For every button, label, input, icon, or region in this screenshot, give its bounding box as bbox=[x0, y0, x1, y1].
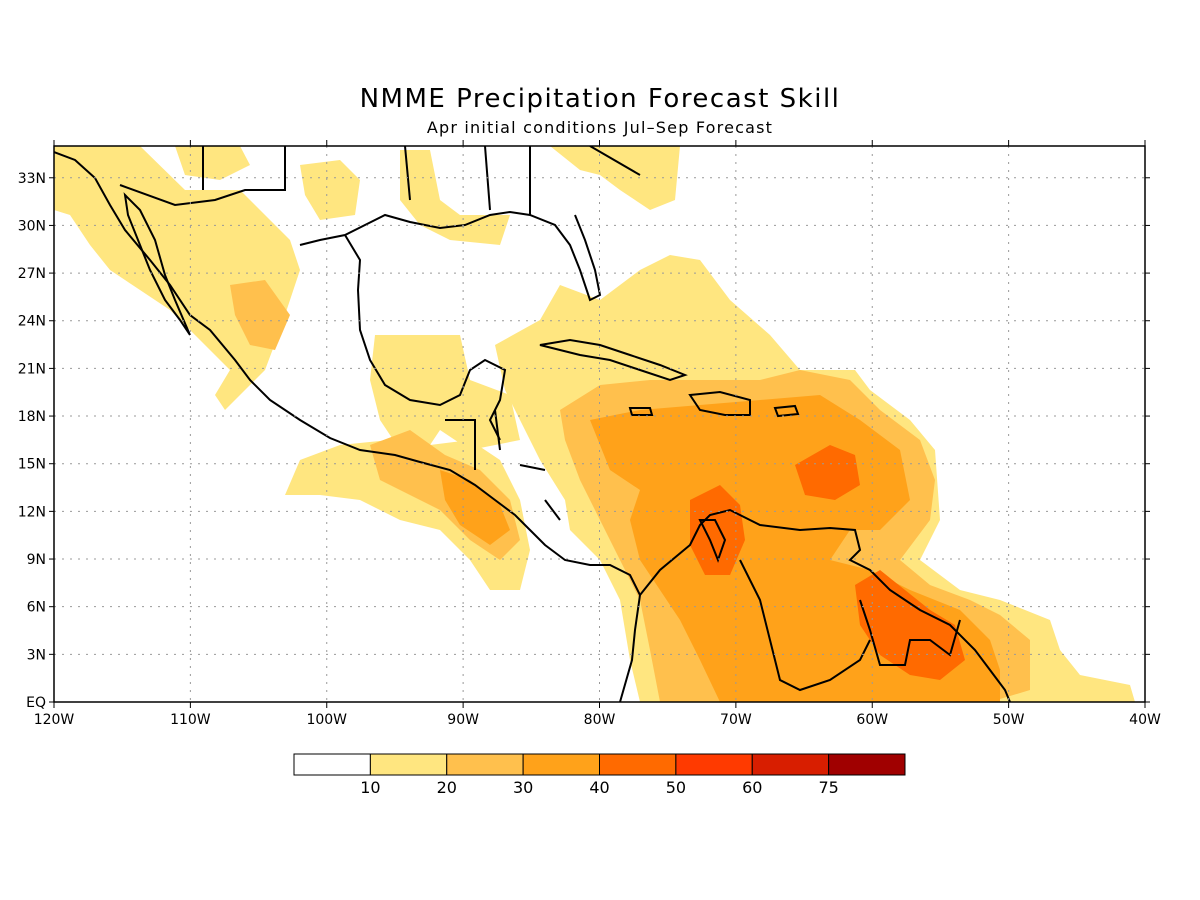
colorbar-label: 75 bbox=[818, 778, 838, 797]
lon-tick-label: 70W bbox=[720, 712, 752, 728]
skill-shading bbox=[54, 146, 1135, 702]
lon-tick-label: 110W bbox=[170, 712, 211, 728]
skill-region-gulf-south bbox=[370, 335, 520, 460]
colorbar-label: 30 bbox=[513, 778, 533, 797]
hispaniola bbox=[688, 390, 751, 416]
colorbar-label: 50 bbox=[666, 778, 686, 797]
gulf-coast bbox=[299, 210, 602, 302]
skill-region-guianas bbox=[855, 570, 965, 680]
skill-40-50-regions bbox=[690, 445, 965, 680]
lon-tick-label: 100W bbox=[306, 712, 347, 728]
colorbar-swatch bbox=[675, 753, 753, 776]
lat-tick-label: 21N bbox=[18, 361, 46, 377]
lat-tick-label: 12N bbox=[18, 504, 46, 520]
colorbar-swatch bbox=[446, 753, 524, 776]
colorbar: 10 20 30 40 50 60 75 bbox=[293, 753, 906, 797]
colorbar-label: 60 bbox=[742, 778, 762, 797]
lat-tick-label: EQ bbox=[26, 695, 46, 711]
colorbar-label: 20 bbox=[437, 778, 457, 797]
colorbar-swatch bbox=[828, 753, 906, 776]
central-america-borders bbox=[445, 409, 561, 521]
lat-tick-label: 6N bbox=[27, 600, 46, 616]
gulf-west-coast bbox=[344, 234, 507, 441]
colorbar-swatch bbox=[293, 753, 371, 776]
longitude-axis: 120W 110W 100W 90W 80W 70W 60W 50W 40W bbox=[34, 140, 1161, 728]
lat-tick-label: 15N bbox=[18, 457, 46, 473]
lake-maracaibo bbox=[698, 519, 727, 563]
skill-region-louisiana bbox=[400, 150, 510, 245]
skill-region-venezuela bbox=[690, 485, 745, 575]
lon-tick-label: 80W bbox=[584, 712, 616, 728]
skill-region-mexico-west bbox=[54, 146, 300, 410]
borders-interior bbox=[739, 559, 961, 692]
gridlines bbox=[54, 146, 1145, 702]
lat-tick-label: 9N bbox=[27, 552, 46, 568]
skill-region-lesser-antilles bbox=[795, 445, 860, 500]
lon-tick-label: 60W bbox=[856, 712, 888, 728]
latitude-axis: 33N 30N 27N 24N 21N 18N 15N 12N 9N 6N 3N EQ bbox=[18, 171, 1150, 711]
skill-region-mexico-pacific bbox=[230, 280, 290, 350]
baja-california bbox=[123, 192, 191, 336]
map-title: NMME Precipitation Forecast Skill bbox=[359, 84, 841, 114]
cuba bbox=[539, 338, 688, 382]
lon-tick-label: 90W bbox=[447, 712, 479, 728]
colorbar-label: 10 bbox=[360, 778, 380, 797]
skill-region-central-america-pacific bbox=[440, 470, 510, 545]
map-subtitle: Apr initial conditions Jul–Sep Forecast bbox=[426, 118, 774, 137]
colorbar-swatch bbox=[369, 753, 448, 776]
jamaica bbox=[628, 407, 654, 416]
lat-tick-label: 30N bbox=[18, 218, 46, 234]
lon-tick-label: 40W bbox=[1129, 712, 1161, 728]
lat-tick-label: 27N bbox=[18, 266, 46, 282]
colorbar-swatch bbox=[599, 753, 677, 776]
skill-region-texas bbox=[300, 160, 360, 220]
lon-tick-label: 50W bbox=[993, 712, 1025, 728]
lon-tick-label: 120W bbox=[34, 712, 75, 728]
colorbar-swatch bbox=[522, 753, 600, 776]
lat-tick-label: 33N bbox=[18, 171, 46, 187]
lat-tick-label: 18N bbox=[18, 409, 46, 425]
lat-tick-label: 3N bbox=[27, 647, 46, 663]
lat-tick-label: 24N bbox=[18, 314, 46, 330]
colorbar-label: 40 bbox=[589, 778, 609, 797]
colorbar-swatch bbox=[751, 753, 830, 776]
mexico-coast bbox=[54, 151, 642, 702]
skill-region-us-south bbox=[175, 146, 250, 180]
puerto-rico bbox=[773, 404, 800, 418]
